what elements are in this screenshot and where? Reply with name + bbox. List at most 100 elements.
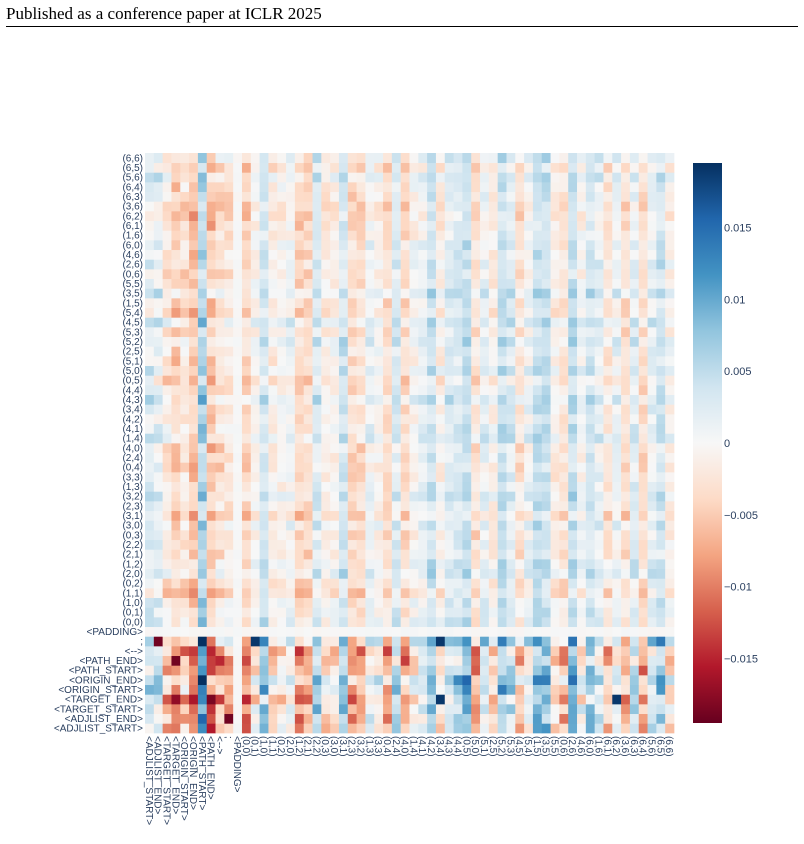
heatmap-cell [594,713,604,724]
heatmap-cell [585,549,595,560]
heatmap-cell [153,559,163,570]
heatmap-cell [250,162,260,173]
heatmap-cell [233,665,243,676]
heatmap-cell [480,443,490,454]
heatmap-cell [444,414,454,425]
heatmap-cell [524,346,534,357]
heatmap-cell [603,288,613,299]
heatmap-cell [224,211,234,222]
heatmap-cell [656,240,666,251]
heatmap-cell [515,327,525,338]
heatmap-cell [506,665,516,676]
heatmap-cell [277,423,287,434]
heatmap-cell [338,665,349,676]
heatmap-cell [638,394,648,405]
heatmap-cell [453,211,463,222]
heatmap-cell [259,578,269,589]
heatmap-cell [559,617,569,628]
heatmap-cell [180,182,190,193]
heatmap-cell [515,443,525,454]
heatmap-cell [629,607,640,618]
heatmap-cell [294,240,305,251]
heatmap-cell [427,617,437,628]
heatmap-cell [462,568,472,579]
heatmap-cell [321,588,331,599]
heatmap-cell [638,501,648,512]
heatmap-cell [189,578,199,589]
heatmap-cell [656,568,666,579]
heatmap-cell [153,520,163,531]
heatmap-cell [427,588,437,599]
heatmap-cell [541,346,551,357]
heatmap-cell [215,211,225,222]
heatmap-cell [277,365,287,376]
heatmap-cell [427,394,437,405]
heatmap-cell [153,240,163,251]
heatmap-cell [383,404,393,415]
heatmap-cell [559,336,569,347]
heatmap-cell [383,220,393,231]
heatmap-cell [409,423,419,434]
heatmap-cell [647,172,657,183]
heatmap-cell [462,452,472,463]
heatmap-cell [665,481,675,492]
heatmap-cell [400,694,410,705]
heatmap-cell [409,182,419,193]
heatmap-cell [330,491,340,502]
heatmap-cell [629,568,640,579]
heatmap-cell [233,317,243,328]
heatmap-cell [541,365,551,376]
heatmap-cell [603,182,613,193]
heatmap-cell [153,249,163,260]
heatmap-cell [409,462,419,473]
heatmap-cell [365,665,375,676]
y-tick-label: <PATH_END> [79,656,143,667]
heatmap-cell [250,191,260,202]
heatmap-cell [162,675,172,686]
heatmap-cell [621,211,631,222]
heatmap-cell [444,607,454,618]
heatmap-cell [506,588,516,599]
heatmap-cell [629,694,640,705]
heatmap-cell [435,240,446,251]
heatmap-cell [206,356,216,367]
heatmap-cell [532,626,543,637]
heatmap-cell [233,172,243,183]
heatmap-cell [215,230,225,241]
heatmap-cell [330,230,340,241]
heatmap-cell [621,501,631,512]
heatmap-cell [268,201,278,212]
heatmap-cell [321,365,331,376]
heatmap-cell [594,365,604,376]
heatmap-cell [268,704,278,715]
heatmap-cell [621,597,631,608]
heatmap-cell [162,423,172,434]
heatmap-cell [259,327,269,338]
heatmap-cell [506,375,516,386]
heatmap-cell [383,317,393,328]
heatmap-cell [585,317,595,328]
heatmap-cell [435,404,446,415]
heatmap-cell [162,375,172,386]
heatmap-cell [409,665,419,676]
heatmap-cell [541,211,551,222]
x-tick-label: <--> [213,736,224,755]
heatmap-cell [286,375,296,386]
heatmap-cell [303,675,313,686]
heatmap-cell [647,675,657,686]
heatmap-cell [568,617,578,628]
heatmap-cell [233,481,243,492]
heatmap-cell [250,481,260,492]
heatmap-cell [444,365,454,376]
heatmap-cell [541,462,551,473]
heatmap-cell [647,259,657,270]
heatmap-cell [577,723,587,734]
heatmap-cell [550,626,560,637]
heatmap-cell [603,597,613,608]
heatmap-cell [612,240,622,251]
heatmap-cell [577,191,587,202]
heatmap-cell [215,240,225,251]
heatmap-cell [647,240,657,251]
heatmap-cell [365,433,375,444]
y-tick-label: (5,2) [122,337,143,348]
